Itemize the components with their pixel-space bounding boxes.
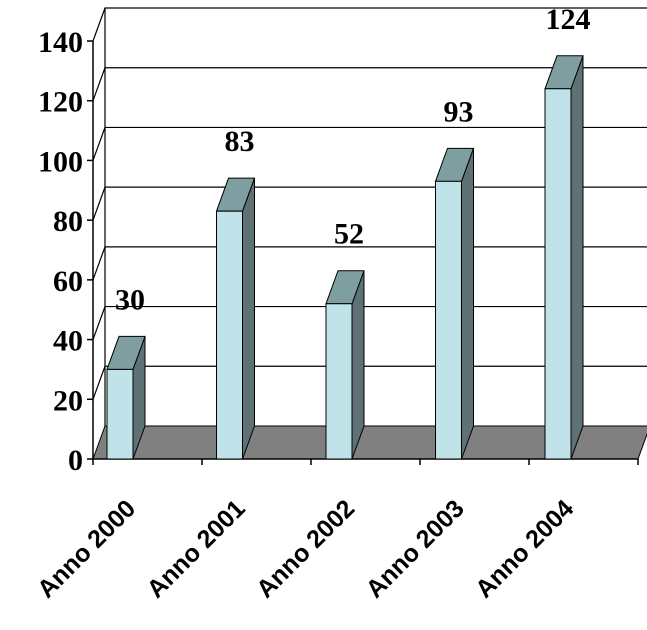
data-label: 52 xyxy=(334,218,364,251)
y-tick-label: 40 xyxy=(53,325,83,358)
bar-side xyxy=(242,178,255,460)
y-axis-tick-labels: 0 20 40 60 80 100 120 140 xyxy=(38,26,83,477)
x-category-label: Anno 2001 xyxy=(142,494,251,603)
y-tick-label: 100 xyxy=(38,145,83,178)
bar xyxy=(106,368,134,460)
x-category-label: Anno 2000 xyxy=(32,494,141,603)
x-category-label: Anno 2003 xyxy=(361,494,470,603)
bar xyxy=(544,88,572,460)
y-tick-label: 80 xyxy=(53,205,83,238)
data-label: 83 xyxy=(225,125,255,158)
y-tick-label: 20 xyxy=(53,384,83,417)
y-tick-label: 0 xyxy=(68,444,83,477)
x-axis-category-labels: Anno 2000 Anno 2001 Anno 2002 Anno 2003 Anno… xyxy=(32,494,579,603)
y-tick-label: 140 xyxy=(38,26,83,59)
bars xyxy=(106,55,584,460)
gridlines xyxy=(92,7,647,426)
y-tick-label: 60 xyxy=(53,265,83,298)
bar xyxy=(325,303,353,460)
x-category-label: Anno 2002 xyxy=(251,494,360,603)
bar xyxy=(435,180,462,460)
data-label: 124 xyxy=(546,3,591,36)
data-label: 30 xyxy=(115,283,145,316)
bar-side xyxy=(570,55,584,460)
x-category-label: Anno 2004 xyxy=(470,494,579,603)
data-label: 93 xyxy=(444,95,474,128)
data-labels: 30 83 52 93 124 xyxy=(115,3,591,317)
bar xyxy=(216,210,243,460)
bar-side xyxy=(461,148,474,460)
y-tick-label: 120 xyxy=(38,86,83,119)
